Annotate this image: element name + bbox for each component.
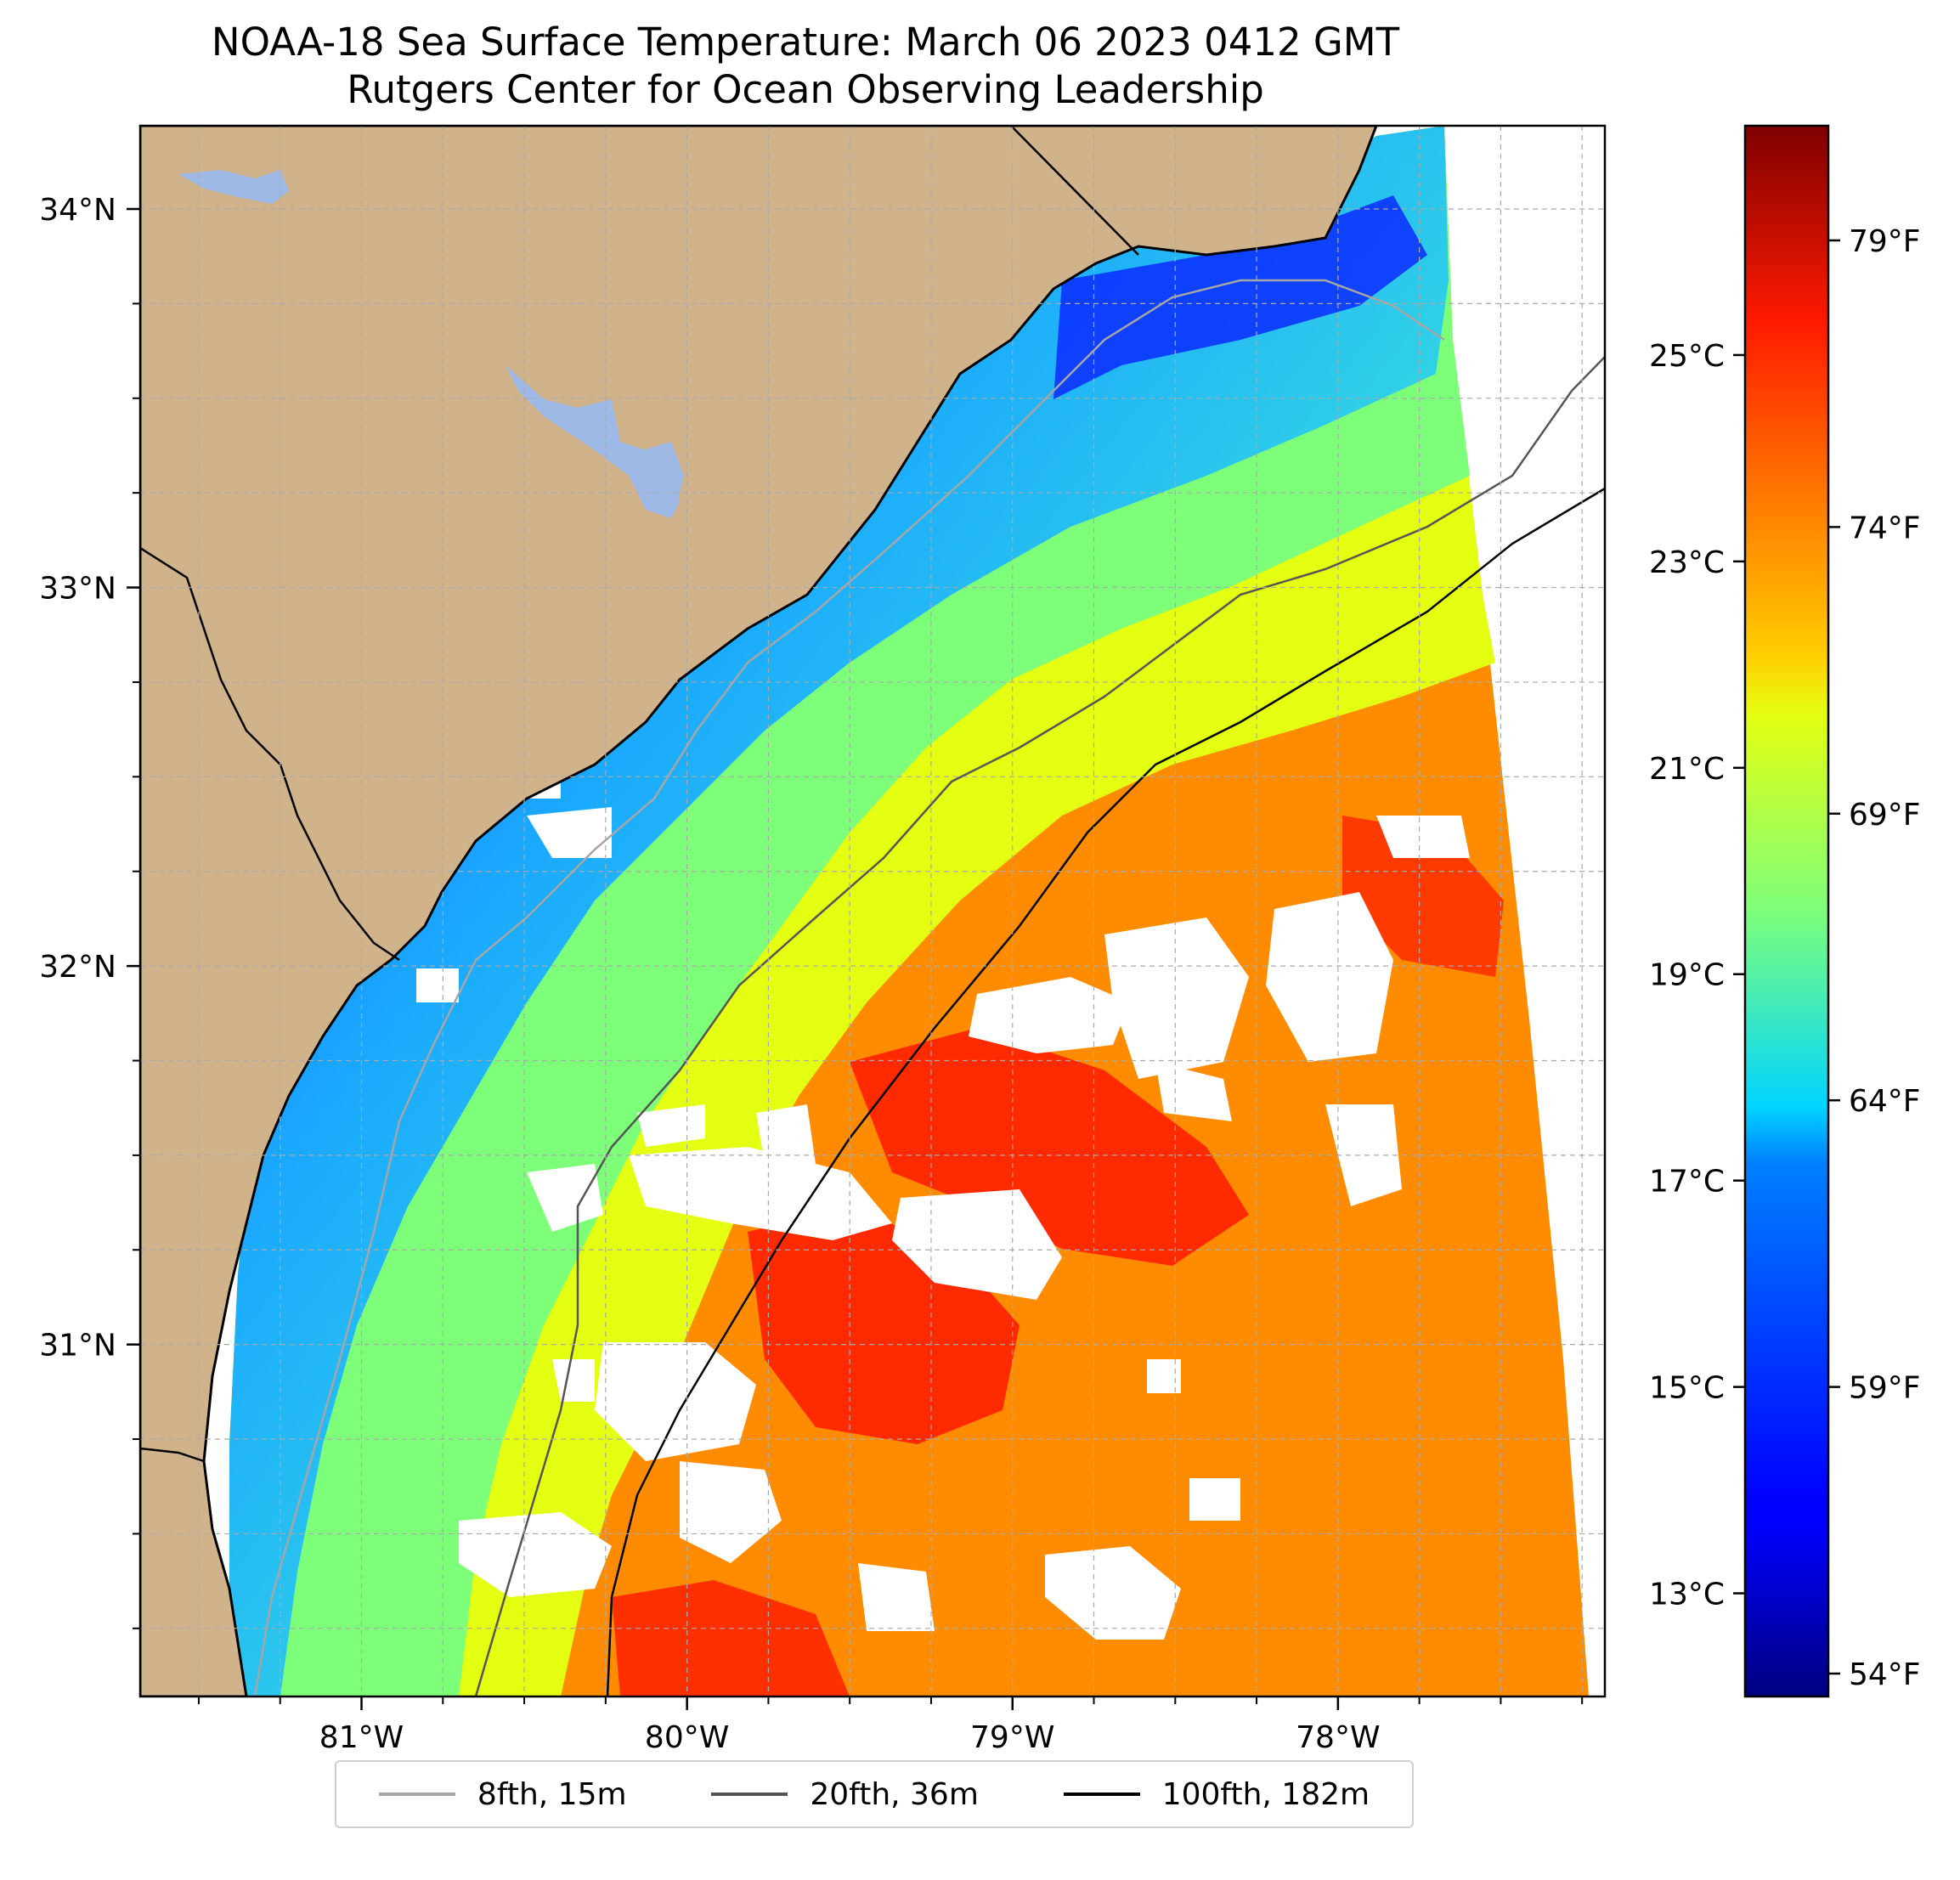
- bathymetry-contours: [253, 279, 1605, 1697]
- map-panel: [140, 126, 1605, 1697]
- fahrenheit-label: 69°F: [1849, 798, 1921, 833]
- map-frame: [138, 124, 1607, 1698]
- legend-label-8fth: 8fth, 15m: [477, 1776, 627, 1812]
- latitude-label: 33°N: [39, 572, 116, 607]
- celsius-label: 15°C: [1649, 1371, 1725, 1406]
- latitude-label: 31°N: [39, 1329, 116, 1363]
- state-border: [1010, 126, 1139, 256]
- land-mass: [140, 126, 1378, 1697]
- fahrenheit-label: 74°F: [1849, 511, 1921, 545]
- cloud-mask: [416, 765, 1470, 1640]
- fahrenheit-label: 79°F: [1849, 224, 1921, 259]
- legend-item-8fth: 8fth, 15m: [378, 1776, 627, 1812]
- sst-field: [229, 126, 1589, 1697]
- map-axis-ticks: 81°W 80°W 79°W 78°W 31°N 32°N 33°N 34°N: [39, 193, 1584, 1755]
- celsius-label: 13°C: [1649, 1578, 1725, 1612]
- legend-item-20fth: 20fth, 36m: [711, 1777, 979, 1812]
- longitude-label: 80°W: [645, 1720, 729, 1755]
- map-title: NOAA-18 Sea Surface Temperature: March 0…: [211, 20, 1400, 65]
- legend-item-100fth: 100fth, 182m: [1063, 1776, 1370, 1812]
- longitude-label: 78°W: [1296, 1720, 1380, 1755]
- legend-label-20fth: 20fth, 36m: [810, 1776, 979, 1812]
- fahrenheit-label: 54°F: [1849, 1657, 1921, 1692]
- celsius-label: 21°C: [1649, 752, 1725, 787]
- latitude-label: 34°N: [39, 193, 116, 228]
- fahrenheit-label: 64°F: [1849, 1084, 1921, 1119]
- longitude-label: 81°W: [319, 1720, 404, 1755]
- celsius-label: 19°C: [1649, 958, 1725, 993]
- legend-line-100fth: [1063, 1792, 1140, 1796]
- contour-legend: 8fth, 15m 20fth, 36m 100fth, 182m: [335, 1760, 1414, 1828]
- contour-100fth: [606, 487, 1605, 1697]
- longitude-label: 79°W: [970, 1720, 1054, 1755]
- celsius-label: 17°C: [1649, 1165, 1725, 1200]
- colorbar: [1743, 124, 1830, 1698]
- contour-20fth: [474, 356, 1605, 1697]
- celsius-label: 23°C: [1649, 545, 1725, 580]
- river-border-south: [140, 1447, 205, 1463]
- map-gridlines: [140, 126, 1605, 1697]
- latitude-label: 32°N: [39, 950, 116, 985]
- legend-line-8fth: [378, 1792, 455, 1796]
- map-subtitle: Rutgers Center for Ocean Observing Leade…: [347, 67, 1264, 112]
- colorbar-ticks: 13°C 15°C 17°C 19°C 21°C 23°C 25°C 54°F 59°F 64°F…: [1649, 224, 1920, 1692]
- legend-line-20fth: [711, 1792, 788, 1796]
- contour-8fth: [253, 279, 1445, 1697]
- fahrenheit-label: 59°F: [1849, 1371, 1921, 1406]
- celsius-label: 25°C: [1649, 339, 1725, 374]
- legend-label-100fth: 100fth, 182m: [1161, 1776, 1370, 1812]
